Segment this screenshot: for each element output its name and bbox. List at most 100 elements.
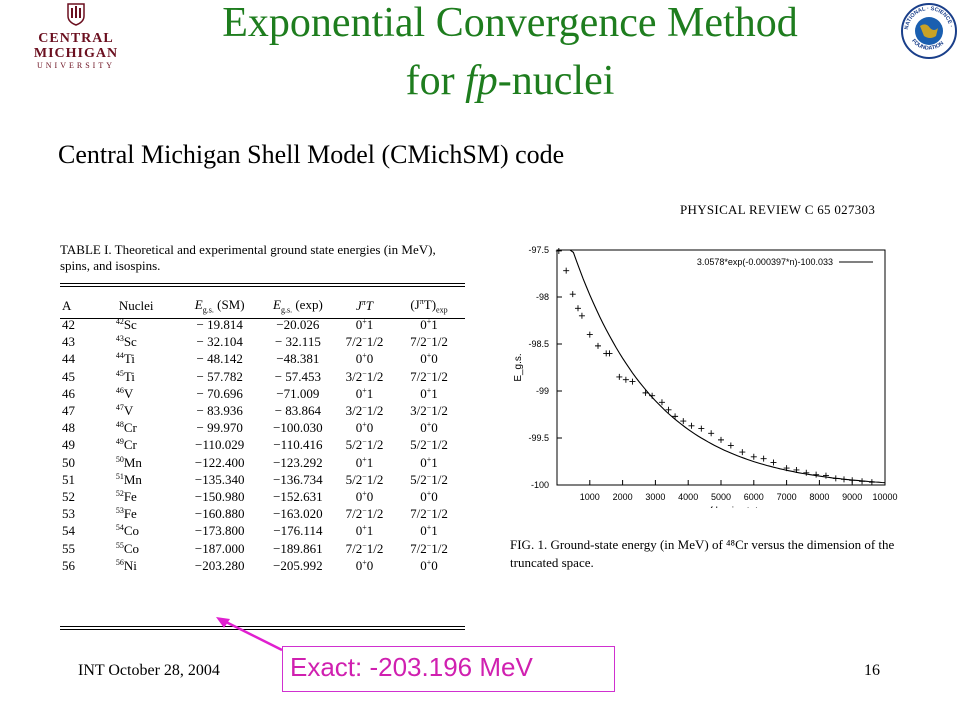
cell-e-sm: − 99.970 — [196, 420, 243, 436]
cell-e-exp: −189.861 — [273, 540, 323, 556]
y-tick-label: -99.5 — [528, 433, 549, 443]
x-tick-label: 7000 — [777, 492, 797, 502]
cell-nucleus: 47V — [115, 403, 134, 419]
data-point — [563, 267, 570, 274]
cell-nucleus: 45Ti — [115, 368, 135, 384]
data-point — [783, 465, 790, 472]
cell-e-sm: − 83.936 — [196, 403, 243, 419]
cell-jt-exp: 7/2−1/2 — [410, 334, 448, 350]
cell-e-exp: −123.292 — [273, 454, 323, 470]
data-point — [616, 373, 623, 380]
table-row: 46 46V − 70.696 −71.009 0+1 0+1 — [58, 385, 466, 402]
cell-jt: 0+0 — [355, 488, 374, 504]
x-tick-label: 3000 — [645, 492, 665, 502]
table-rule-top2 — [60, 286, 465, 287]
cell-nucleus: 44Ti — [115, 351, 135, 367]
table-header-row: A Nuclei Eg.s. (SM) Eg.s. (exp) JπT (JπT… — [58, 296, 466, 316]
central-michigan-logo: CENTRAL MICHIGAN UNIVERSITY — [6, 2, 146, 70]
data-point — [760, 455, 767, 462]
x-tick-label: 10000 — [872, 492, 897, 502]
cell-jt-exp: 0+0 — [420, 488, 438, 504]
data-point — [822, 472, 829, 479]
exact-value-text: Exact: -203.196 MeV — [290, 652, 533, 682]
table-row: 55 55Co −187.000 −189.861 7/2−1/2 7/2−1/2 — [58, 539, 466, 556]
cell-jt: 0+0 — [355, 351, 374, 367]
x-tick-label: 9000 — [842, 492, 862, 502]
cell-jt-exp: 7/2−1/2 — [410, 540, 448, 556]
cell-e-exp: −205.992 — [273, 557, 323, 573]
table-rule-top — [60, 283, 465, 284]
plot-frame — [556, 249, 886, 486]
cell-e-sm: −173.800 — [194, 523, 245, 539]
footer-left: INT October 28, 2004 — [78, 662, 220, 679]
cell-jt-exp: 0+0 — [420, 557, 438, 573]
cell-nucleus: 48Cr — [115, 420, 137, 436]
cell-nucleus: 42Sc — [115, 317, 137, 333]
x-tick-label: 5000 — [711, 492, 731, 502]
cell-e-sm: −203.280 — [194, 557, 245, 573]
cell-e-exp: −163.020 — [273, 506, 323, 522]
table-rule-bottom — [60, 626, 465, 627]
table-row: 52 52Fe −150.980 −152.631 0+0 0+0 — [58, 488, 466, 505]
data-point — [841, 476, 847, 483]
data-point — [739, 449, 746, 456]
data-point — [569, 291, 576, 298]
cmu-logo-name: CENTRAL MICHIGAN — [33, 31, 119, 61]
table-row: 47 47V − 83.936 − 83.864 3/2−1/2 3/2−1/2 — [58, 402, 466, 419]
x-tick-label: 8000 — [809, 492, 829, 502]
data-point — [708, 430, 715, 437]
y-tick-label: -100 — [531, 480, 549, 490]
nsf-logo: NATIONAL · SCIENCE · FOUNDATION — [900, 2, 958, 60]
cell-a: 56 — [62, 557, 75, 573]
data-point — [698, 425, 705, 432]
cell-a: 54 — [62, 523, 75, 539]
cell-jt-exp: 5/2−1/2 — [410, 437, 448, 453]
data-point — [803, 469, 810, 476]
journal-header: PHYSICAL REVIEW C 65 027303 — [680, 202, 876, 217]
cell-jt-exp: 5/2−1/2 — [410, 471, 448, 487]
table-row: 44 44Ti − 48.142 −48.381 0+0 0+0 — [58, 350, 466, 367]
col-header-nuclei: Nuclei — [118, 298, 154, 313]
cell-nucleus: 49Cr — [115, 437, 137, 453]
data-point — [649, 392, 656, 399]
data-point — [770, 459, 777, 466]
table-row: 43 43Sc − 32.104 − 32.115 7/2−1/2 7/2−1/2 — [58, 333, 466, 350]
data-point — [658, 399, 665, 406]
data-point — [586, 331, 593, 338]
cell-e-exp: −71.009 — [276, 385, 320, 401]
fit-curve — [557, 249, 886, 484]
figure-caption: FIG. 1. Ground-state energy (in MeV) of … — [510, 537, 895, 570]
cmu-seal-icon — [67, 3, 85, 26]
cell-e-exp: − 83.864 — [274, 403, 322, 419]
exact-value-callout — [282, 646, 615, 692]
col-header-a: A — [62, 298, 72, 313]
table-row: 48 48Cr − 99.970 −100.030 0+0 0+0 — [58, 419, 466, 436]
cell-e-sm: − 19.814 — [196, 317, 243, 333]
x-tick-label: 2000 — [613, 492, 633, 502]
cell-jt: 7/2−1/2 — [345, 540, 384, 556]
cell-nucleus: 43Sc — [115, 334, 137, 350]
cell-nucleus: 53Fe — [115, 506, 137, 522]
legend-label: 3.0578*exp(-0.000397*n)-100.033 — [697, 257, 833, 267]
cell-jt-exp: 3/2−1/2 — [410, 403, 448, 419]
x-tick-label: 4000 — [678, 492, 698, 502]
cell-a: 49 — [62, 437, 75, 453]
cmu-logo-sub: UNIVERSITY — [37, 61, 115, 70]
cell-jt: 3/2−1/2 — [345, 403, 384, 419]
cell-jt-exp: 0+0 — [420, 420, 438, 436]
data-point — [688, 422, 695, 429]
cell-e-exp: −176.114 — [273, 523, 323, 539]
data-point — [813, 471, 820, 478]
cell-e-sm: − 57.782 — [196, 368, 243, 384]
cell-e-exp: −152.631 — [273, 488, 323, 504]
cell-a: 52 — [62, 488, 75, 504]
table-rule-bottom2 — [60, 629, 465, 630]
data-point — [849, 477, 856, 484]
cell-jt-exp: 7/2−1/2 — [410, 506, 448, 522]
y-tick-label: -98 — [536, 292, 549, 302]
cell-nucleus: 56Ni — [115, 557, 137, 573]
data-point — [606, 350, 613, 357]
x-tick-label: 1000 — [580, 492, 600, 502]
table-row: 45 45Ti − 57.782 − 57.453 3/2−1/2 7/2−1/2 — [58, 368, 466, 385]
cell-jt: 0+1 — [355, 523, 374, 539]
